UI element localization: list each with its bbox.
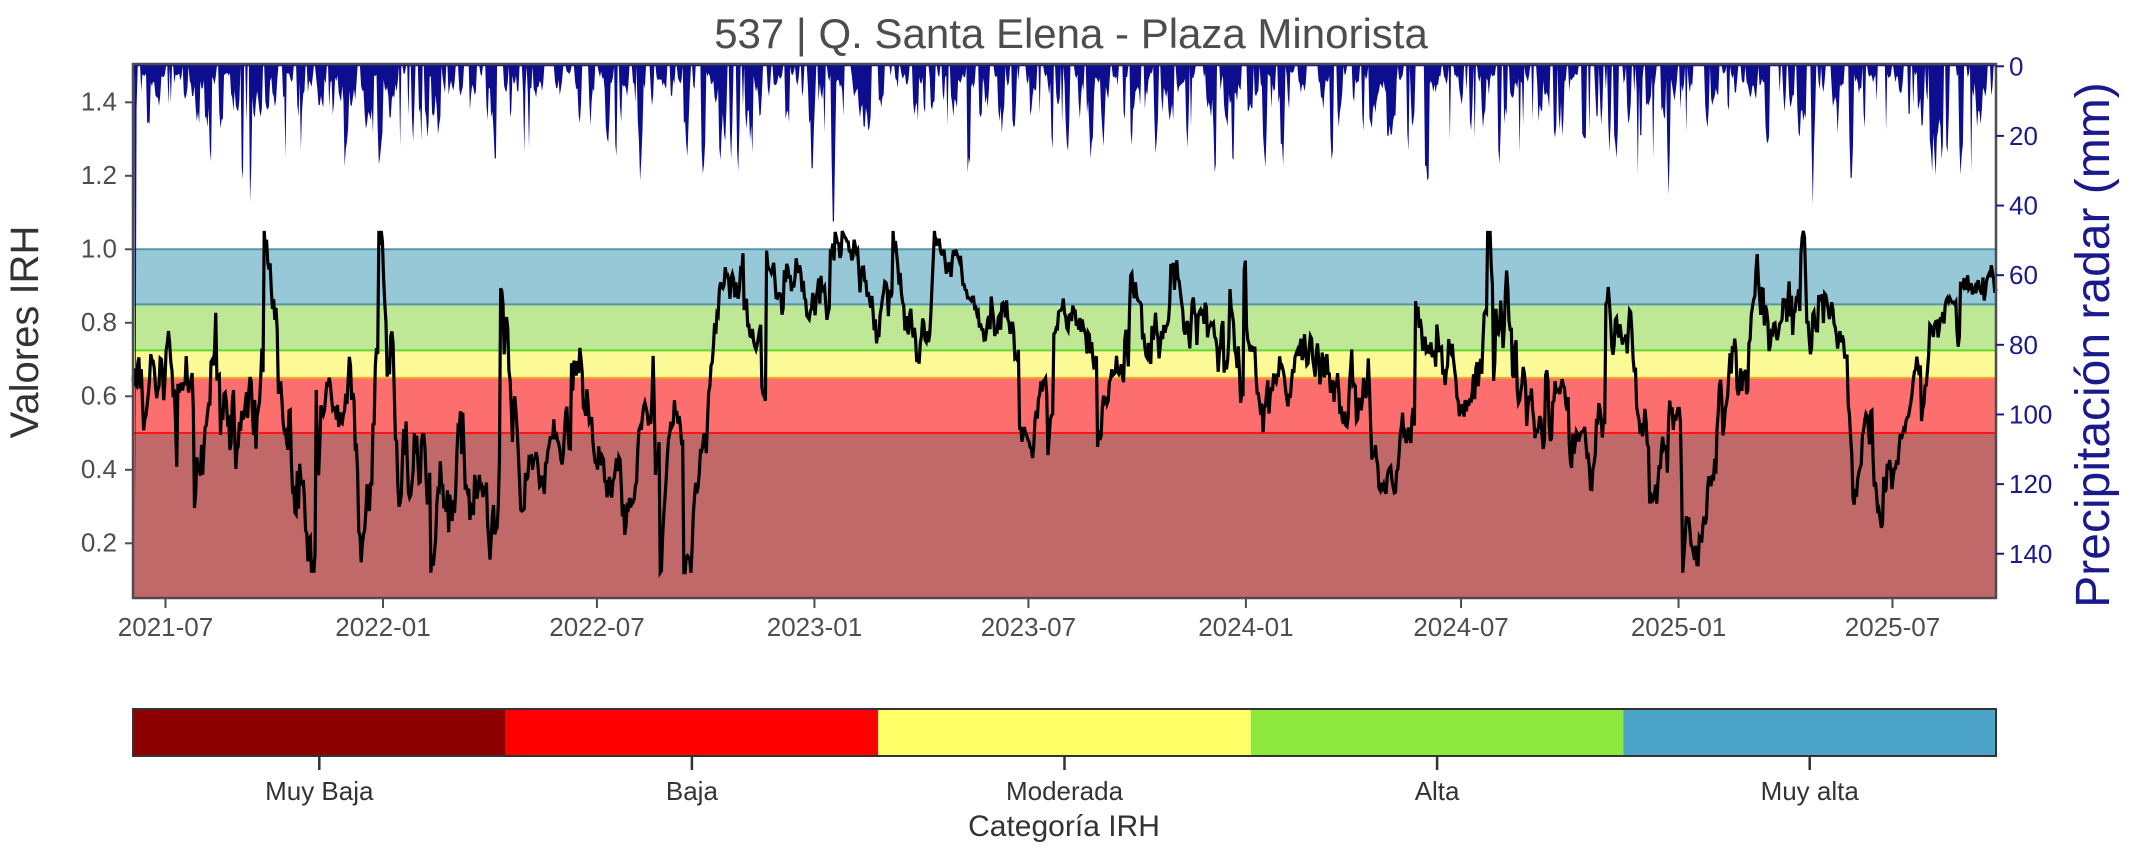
svg-text:Precipitación radar (mm): Precipitación radar (mm)	[2067, 82, 2120, 607]
svg-text:0.4: 0.4	[81, 454, 117, 484]
svg-text:2025-01: 2025-01	[1631, 612, 1726, 642]
svg-text:20: 20	[2009, 121, 2038, 151]
svg-text:60: 60	[2009, 260, 2038, 290]
svg-text:40: 40	[2009, 191, 2038, 221]
svg-text:Valores IRH: Valores IRH	[3, 226, 47, 439]
svg-text:2022-01: 2022-01	[335, 612, 430, 642]
svg-text:2021-07: 2021-07	[118, 612, 213, 642]
svg-text:Muy Baja: Muy Baja	[265, 776, 374, 806]
svg-text:2023-07: 2023-07	[981, 612, 1076, 642]
svg-text:0: 0	[2009, 51, 2023, 81]
svg-text:537 | Q. Santa Elena - Plaza M: 537 | Q. Santa Elena - Plaza Minorista	[714, 10, 1428, 57]
svg-text:1.4: 1.4	[81, 86, 117, 116]
svg-text:80: 80	[2009, 330, 2038, 360]
svg-text:0.6: 0.6	[81, 380, 117, 410]
svg-text:140: 140	[2009, 539, 2052, 569]
svg-text:120: 120	[2009, 469, 2052, 499]
svg-text:0.8: 0.8	[81, 307, 117, 337]
svg-text:Moderada: Moderada	[1006, 776, 1124, 806]
svg-text:Muy alta: Muy alta	[1761, 776, 1860, 806]
svg-text:0.2: 0.2	[81, 527, 117, 557]
svg-text:1.2: 1.2	[81, 160, 117, 190]
svg-text:1.0: 1.0	[81, 233, 117, 263]
svg-text:Categoría IRH: Categoría IRH	[968, 810, 1160, 843]
svg-text:Baja: Baja	[666, 776, 719, 806]
svg-text:2024-01: 2024-01	[1198, 612, 1293, 642]
svg-text:2025-07: 2025-07	[1845, 612, 1940, 642]
svg-text:2023-01: 2023-01	[767, 612, 862, 642]
svg-text:Alta: Alta	[1415, 776, 1460, 806]
svg-text:100: 100	[2009, 399, 2052, 429]
svg-text:2024-07: 2024-07	[1413, 612, 1508, 642]
svg-text:2022-07: 2022-07	[549, 612, 644, 642]
